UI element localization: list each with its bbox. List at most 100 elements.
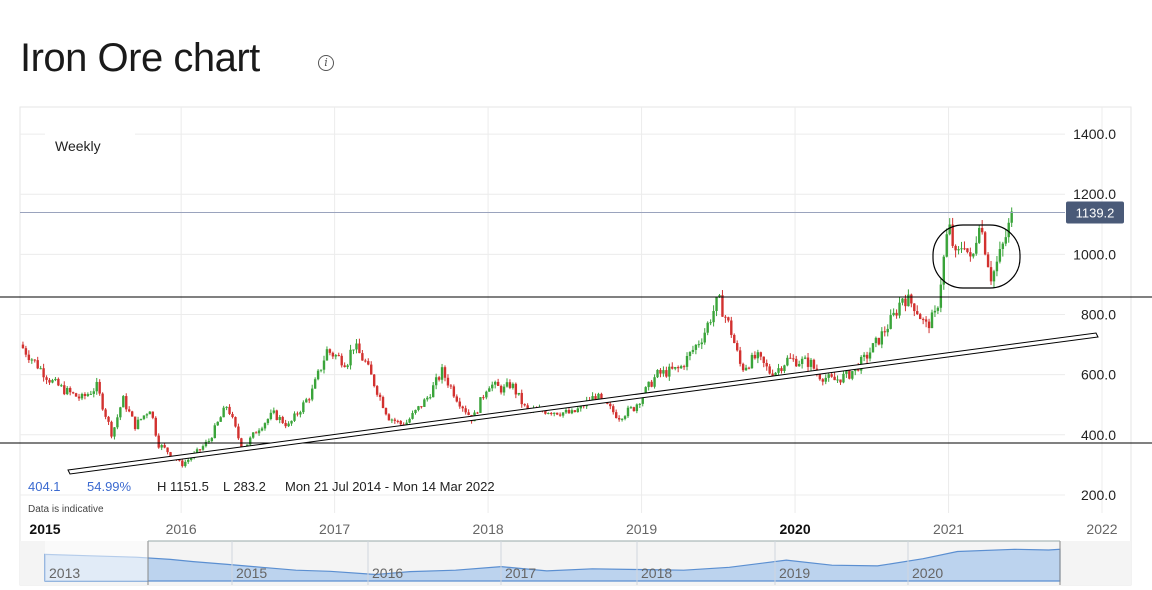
vertical-gridlines [180,107,1103,513]
candle-body [222,407,225,418]
x-tick-label: 2017 [319,521,350,537]
candle-body [848,370,851,379]
candle-body [437,377,441,380]
candle-body [591,396,594,402]
candle-body [390,419,394,421]
candle-body [609,403,612,407]
candle-body [378,394,382,398]
candle-body [688,351,692,357]
candle-body [33,359,36,361]
candle-body [343,365,346,368]
candle-body [650,381,653,387]
candle-body [204,441,208,447]
x-tick-label: 2016 [166,521,197,537]
candle-body [257,430,261,434]
candle-body [269,412,273,420]
candle-body [361,353,364,361]
interval-label[interactable]: Weekly [55,138,101,154]
candle-body [913,303,916,312]
candle-body [260,428,264,431]
last-price-label: 1139.2 [1076,205,1115,220]
candle-body [762,356,765,363]
candle-body [48,379,51,383]
candle-body [219,417,222,422]
candle-body [86,394,90,396]
info-icon[interactable]: i [318,55,334,71]
trend-channel-drawing [67,332,1099,475]
candle-body [954,245,957,251]
candle-body [184,461,187,467]
candle-body [423,399,426,407]
candle-body [24,348,28,355]
navigator-year-label: 2013 [49,565,80,581]
candle-body [809,359,813,367]
candle-body [833,376,836,381]
candle-body [517,392,520,395]
candle-body [68,388,72,393]
candle-body [842,373,845,383]
candle-body [927,321,931,329]
candle-body [901,298,904,303]
candle-body [207,440,211,442]
candle-body [614,412,618,419]
candle-body [555,412,559,415]
candle-body [859,356,863,371]
candle-body [886,328,889,333]
candle-body [322,360,326,370]
candle-body [325,349,329,361]
candle-body [685,356,689,367]
candle-body [910,294,913,304]
candle-body [340,355,343,366]
candle-body [417,406,420,410]
candle-body [154,417,157,436]
candle-body [251,432,255,438]
candle-body [617,418,621,420]
candle-body [715,297,718,312]
candle-body [718,295,721,298]
candle-body [432,385,435,398]
candle-body [95,381,98,392]
candle-body [119,407,122,418]
candle-body [201,446,205,450]
candle-body [249,437,252,445]
candle-body [969,252,972,257]
candle-body [92,391,95,394]
candle-body [80,393,84,399]
candle-body [830,374,833,377]
candle-body [467,412,470,415]
candle-body [806,357,810,367]
candle-body [399,420,402,425]
candle-body [240,438,243,450]
candle-body [27,354,31,361]
candle-body [290,420,293,424]
x-axis-labels: 2015 2016 2017 2018 2019 2020 2021 2022 [29,521,1117,537]
candle-body [331,352,335,357]
x-tick-label: 2018 [473,521,504,537]
candle-body [74,393,78,397]
candle-body [721,295,724,317]
candle-body [753,354,757,359]
candle-body [36,360,39,369]
candle-body [187,459,190,462]
candle-body [561,412,565,416]
navigator-year-label: 2016 [372,565,403,581]
candle-body [544,411,547,414]
candle-body [597,393,600,400]
candle-body [334,355,338,357]
x-tick-label: 2022 [1086,521,1117,537]
candle-body [730,320,733,335]
low-value: L 283.2 [223,479,266,494]
interval-box [45,130,135,160]
candle-body [21,344,25,349]
candle-body [491,384,494,389]
candle-body [736,343,739,351]
candle-body [139,418,143,420]
candle-body [765,362,768,367]
candle-body [594,396,597,400]
y-tick-label: 1400.0 [1073,126,1116,142]
candle-body [493,381,497,385]
candle-body [756,352,760,359]
navigator-year-label: 2018 [641,565,672,581]
candle-body [166,447,169,453]
